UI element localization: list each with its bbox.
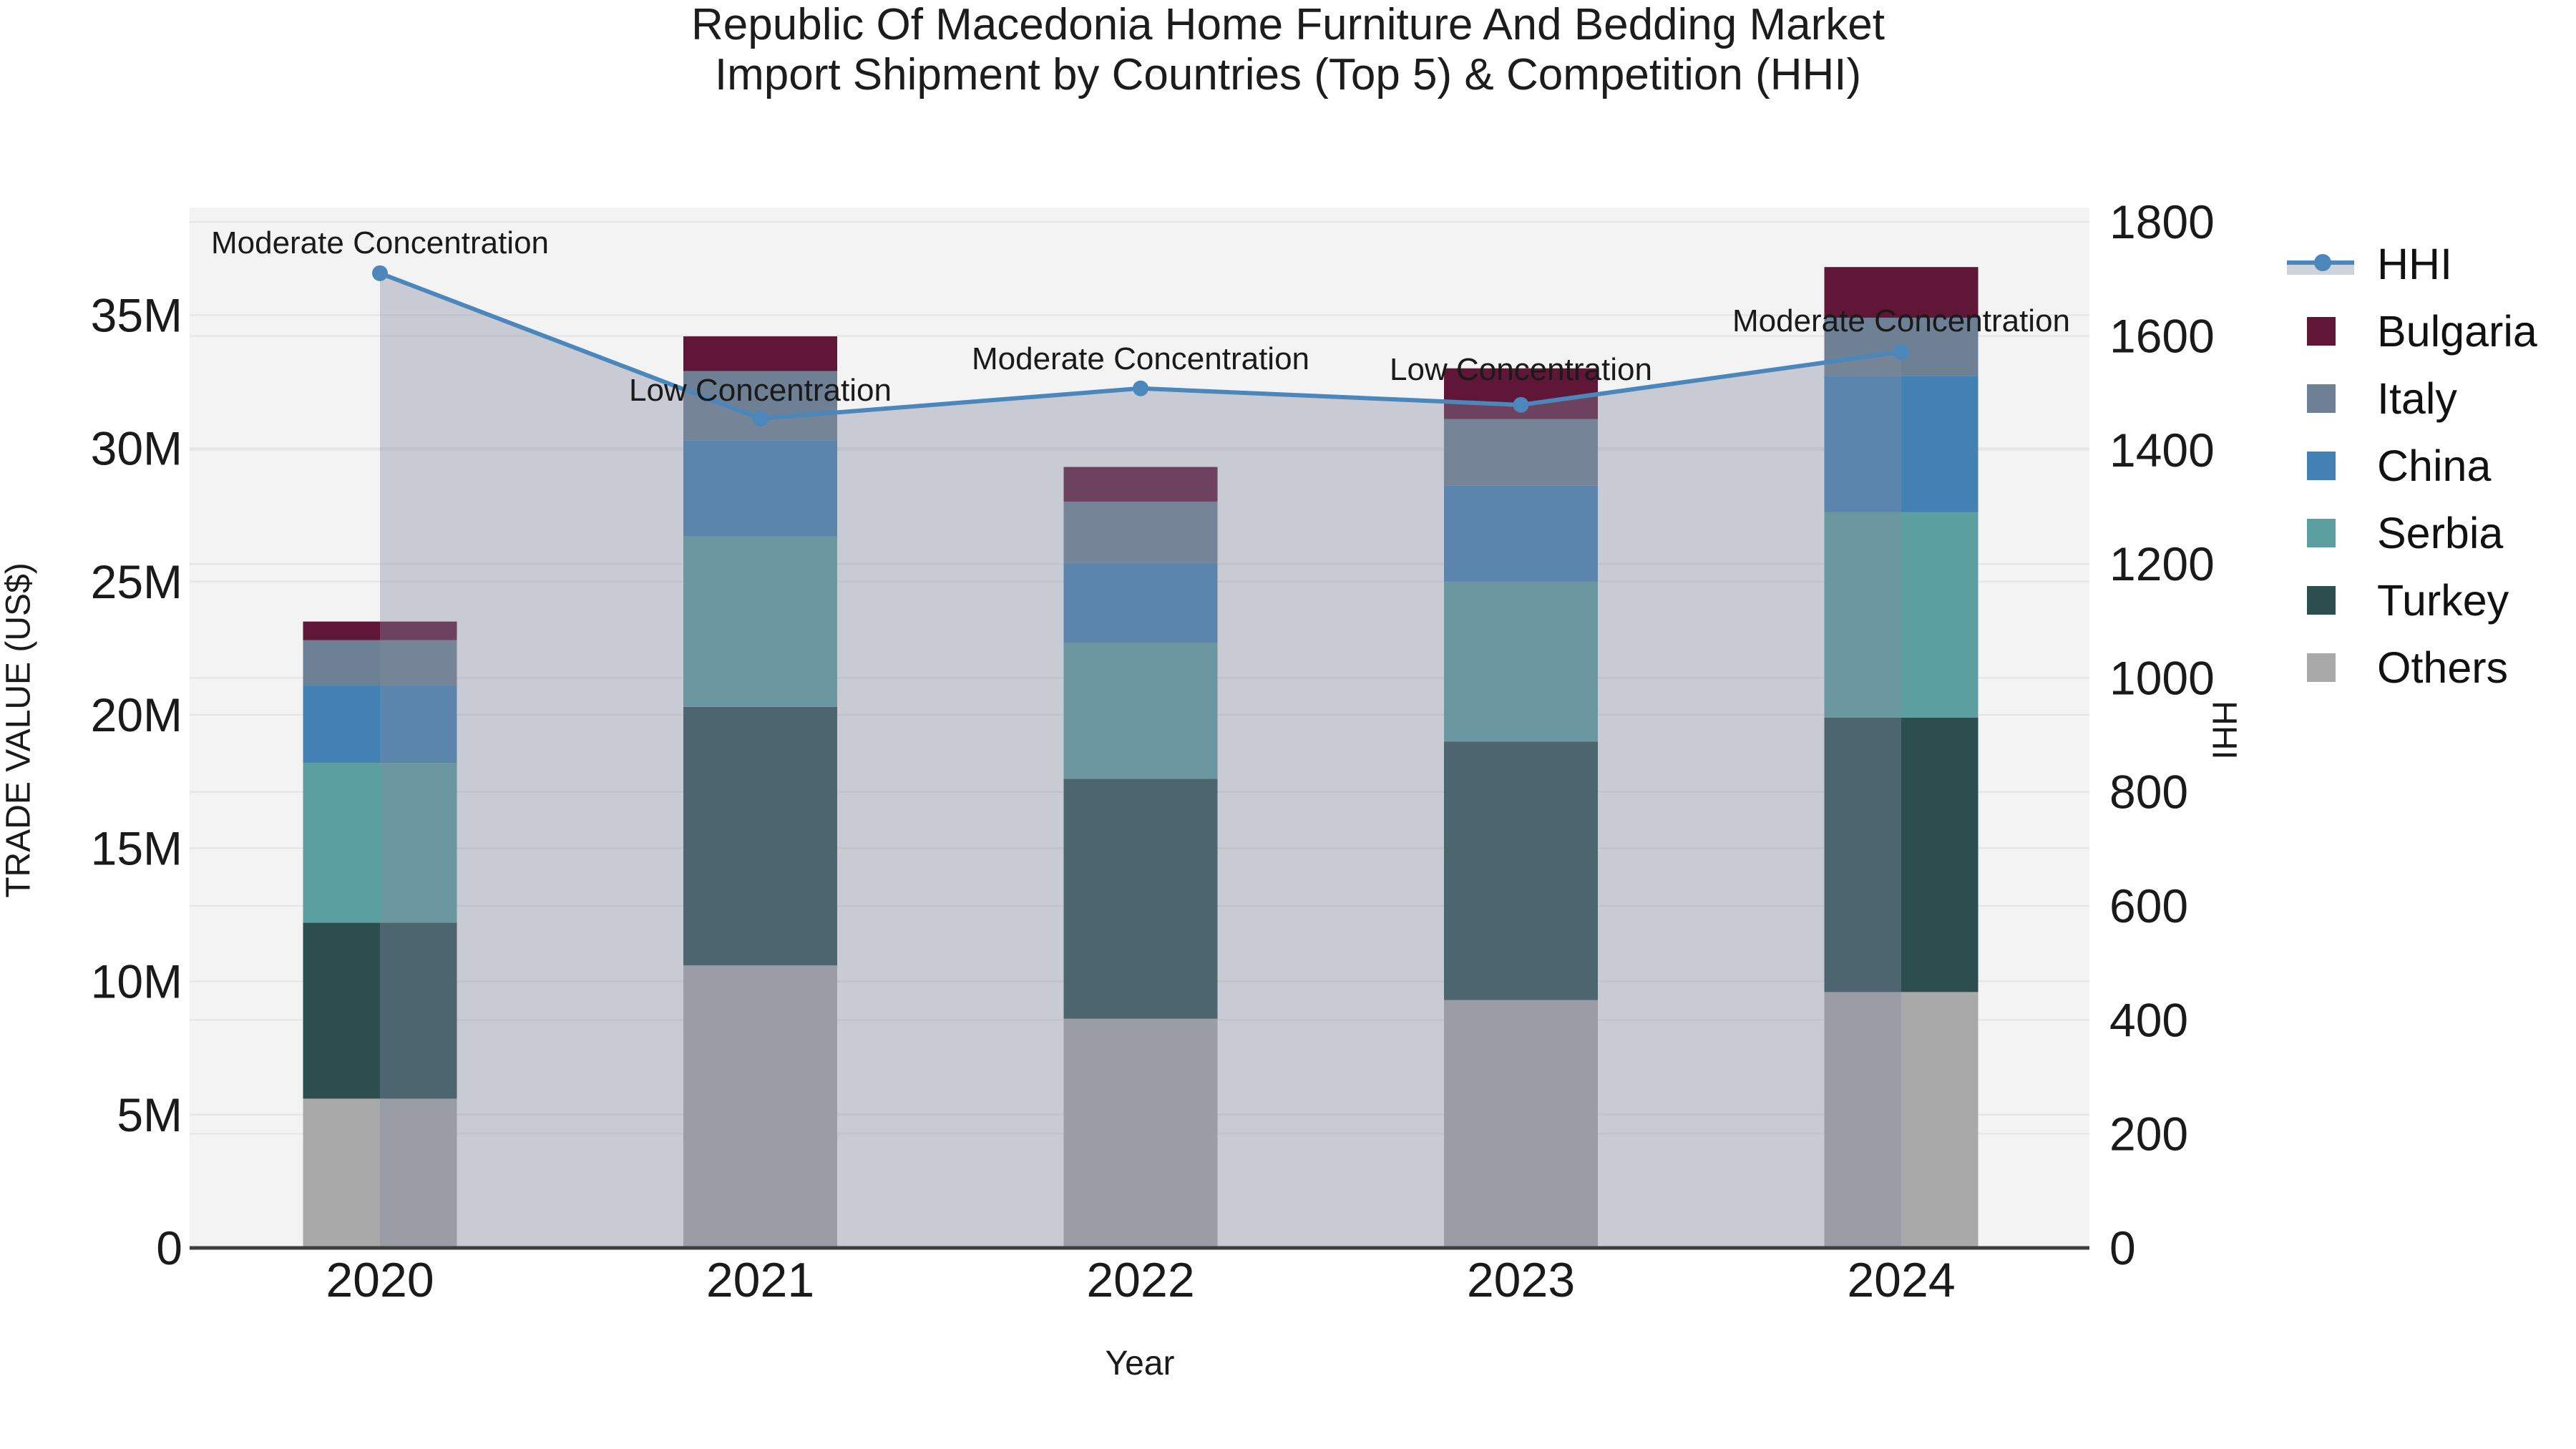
hhi-line-icon [2274,230,2358,298]
hhi-area-fill [380,273,1901,1249]
legend-item-others[interactable]: Others [2274,634,2537,701]
bar-segment-others-2021[interactable] [683,965,837,1248]
bar-segment-serbia-2022[interactable] [1063,643,1218,779]
legend-item-bulgaria[interactable]: Bulgaria [2274,298,2537,365]
legend-label: Others [2377,643,2509,692]
annotation-2022: Moderate Concentration [972,341,1309,376]
bar-segment-china-2023[interactable] [1444,485,1598,582]
y-axis-title-left: TRADE VALUE (US$) [0,562,38,898]
bar-segment-others-2023[interactable] [1444,1000,1598,1248]
legend-item-hhi[interactable]: HHI [2274,230,2537,298]
bar-segment-italy-2020[interactable] [303,640,457,686]
annotation-2024: Moderate Concentration [1732,303,2070,338]
legend: HHI Bulgaria Italy China Serbia Turkey Others [2274,230,2537,701]
x-tick-label-2021: 2021 [706,1253,814,1307]
series-swatch-icon [2274,298,2358,365]
bar-segment-turkey-2021[interactable] [683,706,837,966]
swatch-bulgaria [2307,317,2336,346]
y-right-tick-label: 1600 [2109,309,2215,362]
legend-label: HHI [2377,240,2453,288]
swatch-others [2307,653,2336,682]
x-axis-title: Year [1105,1345,1175,1382]
y-right-tick-label: 1800 [2109,195,2215,248]
y-right-tick-label: 400 [2109,993,2188,1046]
annotation-2020: Moderate Concentration [211,225,549,260]
bar-segment-china-2024[interactable] [1824,376,1979,512]
bar-segment-others-2020[interactable] [303,1098,457,1248]
y-left-tick-label: 0 [156,1221,182,1274]
y-left-tick-label: 5M [117,1088,182,1141]
y-right-tick-label: 1400 [2109,424,2215,477]
hhi-marker-sample [2314,254,2331,271]
bar-segment-bulgaria-2021[interactable] [683,336,837,371]
legend-label: Serbia [2377,509,2504,557]
legend-label: China [2377,441,2492,490]
bar-segment-turkey-2023[interactable] [1444,741,1598,1000]
y-right-tick-label: 1000 [2109,651,2215,704]
bar-segment-serbia-2021[interactable] [683,536,837,707]
y-right-tick-label: 600 [2109,879,2188,932]
x-tick-label-2022: 2022 [1086,1253,1194,1307]
swatch-serbia [2307,519,2336,547]
bar-segment-bulgaria-2024[interactable] [1824,267,1979,318]
legend-label: Italy [2377,374,2457,423]
bar-segment-italy-2021[interactable] [683,371,837,441]
annotation-2023: Low Concentration [1390,352,1652,387]
x-tick-label-2023: 2023 [1467,1253,1575,1307]
y-right-tick-label: 1200 [2109,537,2215,590]
y-left-tick-label: 20M [91,688,182,741]
y-left-tick-label: 25M [91,555,182,608]
bar-segment-serbia-2020[interactable] [303,763,457,923]
y-left-tick-label: 15M [91,821,182,874]
bar-segment-china-2020[interactable] [303,686,457,763]
legend-item-china[interactable]: China [2274,432,2537,499]
bar-segment-china-2021[interactable] [683,440,837,537]
bar-segment-china-2022[interactable] [1063,562,1218,643]
annotation-2021: Low Concentration [629,373,892,408]
chart-title-line1: Republic Of Macedonia Home Furniture And… [691,0,1885,49]
series-swatch-icon [2274,499,2358,567]
legend-item-italy[interactable]: Italy [2274,365,2537,432]
series-swatch-icon [2274,432,2358,499]
bar-segment-others-2022[interactable] [1063,1018,1218,1248]
x-tick-label-2024: 2024 [1847,1253,1955,1307]
bar-segment-serbia-2024[interactable] [1824,512,1979,718]
swatch-turkey [2307,586,2336,615]
swatch-italy [2307,384,2336,413]
swatch-china [2307,452,2336,480]
y-right-tick-label: 200 [2109,1108,2188,1161]
legend-label: Turkey [2377,576,2509,625]
chart-title: Republic Of Macedonia Home Furniture And… [472,0,2104,100]
bar-segment-bulgaria-2022[interactable] [1063,467,1218,502]
legend-label: Bulgaria [2377,307,2537,356]
bar-segment-turkey-2022[interactable] [1063,779,1218,1019]
x-tick-label-2020: 2020 [326,1253,434,1307]
y-left-tick-label: 10M [91,955,182,1008]
hhi-marker-2022[interactable] [1133,380,1148,396]
y-left-tick-label: 30M [91,422,182,475]
chart-title-line2: Import Shipment by Countries (Top 5) & C… [714,50,1862,99]
series-swatch-icon [2274,634,2358,701]
bar-segment-serbia-2023[interactable] [1444,581,1598,742]
y-left-tick-label: 35M [91,288,182,341]
y-axis-title-right: HHI [2205,701,2243,760]
hhi-marker-2024[interactable] [1893,343,1909,360]
hhi-marker-2023[interactable] [1513,396,1529,413]
bar-segment-bulgaria-2020[interactable] [303,621,457,640]
hhi-marker-2021[interactable] [752,410,769,426]
bar-segment-others-2024[interactable] [1824,992,1979,1248]
y-right-tick-label: 0 [2109,1221,2136,1274]
bar-segment-italy-2022[interactable] [1063,502,1218,563]
series-swatch-icon [2274,365,2358,432]
legend-item-serbia[interactable]: Serbia [2274,499,2537,567]
series-swatch-icon [2274,567,2358,634]
legend-item-turkey[interactable]: Turkey [2274,567,2537,634]
bar-segment-turkey-2024[interactable] [1824,717,1979,992]
bar-segment-italy-2023[interactable] [1444,419,1598,486]
bar-segment-turkey-2020[interactable] [303,922,457,1099]
hhi-marker-2020[interactable] [372,265,388,281]
y-right-tick-label: 800 [2109,766,2188,819]
